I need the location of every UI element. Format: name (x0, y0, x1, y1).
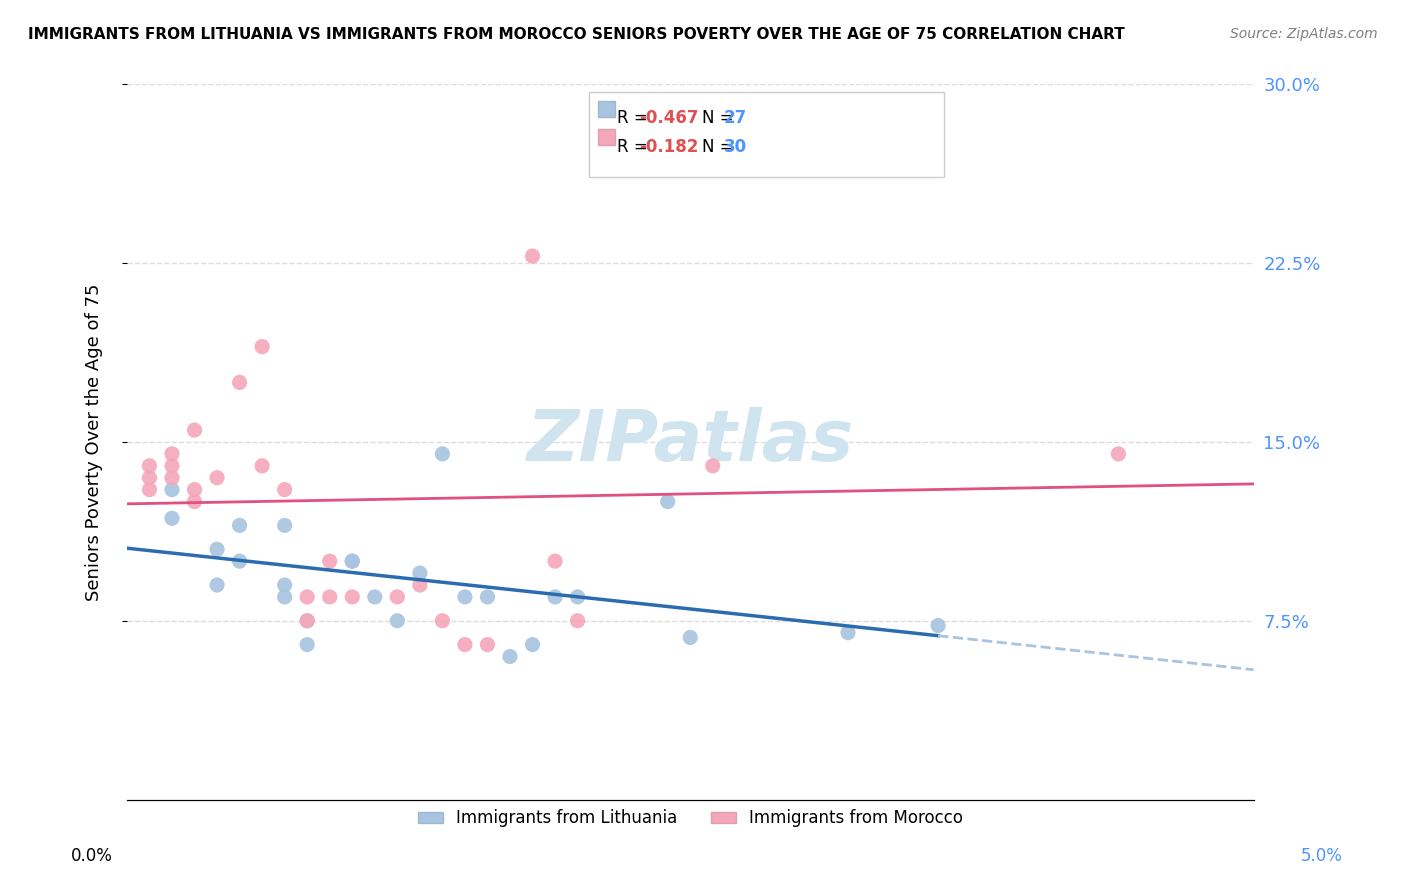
Point (228, 554, 250, 568)
Point (273, 578, 295, 592)
Point (160, 458, 183, 473)
Point (567, 590, 589, 604)
Point (138, 471, 160, 485)
Point (160, 447, 183, 461)
Point (228, 518, 250, 533)
FancyBboxPatch shape (598, 129, 614, 145)
Point (522, 638, 544, 652)
Point (228, 376, 250, 390)
Point (702, 458, 724, 473)
Text: 30: 30 (724, 138, 747, 156)
Point (295, 638, 318, 652)
FancyBboxPatch shape (589, 92, 943, 178)
Point (183, 423, 205, 437)
Point (205, 542, 228, 557)
Point (432, 447, 454, 461)
Point (342, 554, 364, 568)
Point (432, 614, 454, 628)
Point (1107, 447, 1129, 461)
Point (160, 483, 183, 497)
Point (657, 494, 679, 508)
Point (250, 458, 273, 473)
Point (160, 511, 183, 525)
Point (544, 590, 567, 604)
Legend: Immigrants from Lithuania, Immigrants from Morocco: Immigrants from Lithuania, Immigrants fr… (411, 803, 970, 834)
Point (679, 631, 702, 645)
Point (522, 249, 544, 263)
Point (544, 554, 567, 568)
Point (319, 554, 342, 568)
Point (250, 340, 273, 354)
Text: 27: 27 (724, 110, 748, 128)
Point (205, 578, 228, 592)
Point (409, 566, 432, 580)
Point (138, 483, 160, 497)
Point (273, 483, 295, 497)
Text: ZIPatlas: ZIPatlas (527, 408, 853, 476)
Point (477, 590, 499, 604)
Text: N =: N = (702, 110, 733, 128)
Point (273, 518, 295, 533)
Y-axis label: Seniors Poverty Over the Age of 75: Seniors Poverty Over the Age of 75 (86, 284, 103, 600)
FancyBboxPatch shape (598, 101, 614, 117)
Text: 5.0%: 5.0% (1301, 847, 1343, 864)
Point (837, 625, 859, 640)
Text: 0.0%: 0.0% (70, 847, 112, 864)
Text: N =: N = (702, 138, 733, 156)
Text: R =: R = (617, 110, 648, 128)
Point (342, 554, 364, 568)
Point (273, 590, 295, 604)
Text: IMMIGRANTS FROM LITHUANIA VS IMMIGRANTS FROM MOROCCO SENIORS POVERTY OVER THE AG: IMMIGRANTS FROM LITHUANIA VS IMMIGRANTS … (28, 27, 1125, 42)
Text: Source: ZipAtlas.com: Source: ZipAtlas.com (1230, 27, 1378, 41)
Point (342, 590, 364, 604)
Point (183, 494, 205, 508)
Point (364, 590, 387, 604)
Point (387, 590, 409, 604)
Point (927, 618, 949, 632)
Point (319, 590, 342, 604)
Point (138, 458, 160, 473)
Text: -0.467: -0.467 (640, 110, 699, 128)
Point (612, 149, 634, 163)
Point (205, 471, 228, 485)
Point (387, 614, 409, 628)
Point (454, 638, 477, 652)
Point (295, 614, 318, 628)
Point (499, 649, 522, 664)
Point (160, 471, 183, 485)
Point (409, 578, 432, 592)
Point (454, 590, 477, 604)
Text: -0.182: -0.182 (640, 138, 699, 156)
Point (567, 614, 589, 628)
Point (295, 614, 318, 628)
Point (477, 638, 499, 652)
Point (295, 590, 318, 604)
Text: R =: R = (617, 138, 648, 156)
Point (183, 483, 205, 497)
